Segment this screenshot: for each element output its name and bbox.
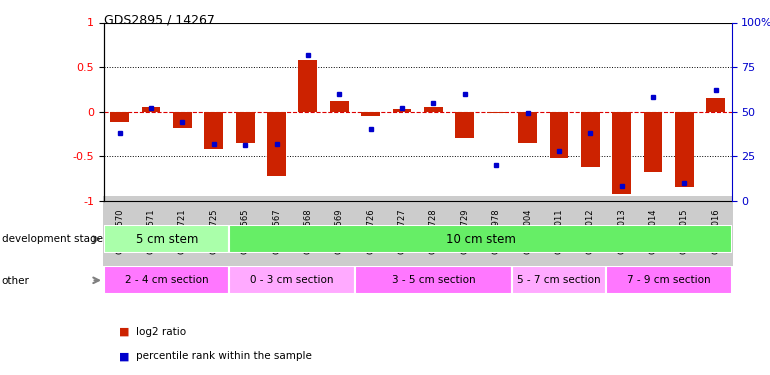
- Text: 7 - 9 cm section: 7 - 9 cm section: [627, 275, 711, 285]
- Bar: [355, 266, 512, 294]
- Bar: [393, 109, 411, 112]
- Bar: [142, 107, 160, 112]
- Bar: [455, 112, 474, 138]
- Bar: [581, 112, 600, 167]
- Bar: [612, 112, 631, 194]
- Bar: [229, 266, 355, 294]
- Bar: [550, 112, 568, 158]
- Bar: [173, 112, 192, 128]
- Text: ■: ■: [119, 327, 130, 337]
- Bar: [512, 266, 606, 294]
- Bar: [424, 107, 443, 112]
- Bar: [606, 266, 732, 294]
- Text: 0 - 3 cm section: 0 - 3 cm section: [250, 275, 334, 285]
- Bar: [675, 112, 694, 187]
- Bar: [236, 112, 255, 143]
- Bar: [299, 60, 317, 112]
- Bar: [110, 112, 129, 122]
- Text: log2 ratio: log2 ratio: [136, 327, 186, 337]
- Bar: [644, 112, 662, 172]
- Bar: [706, 98, 725, 112]
- Text: 2 - 4 cm section: 2 - 4 cm section: [125, 275, 209, 285]
- Text: other: other: [2, 276, 29, 285]
- Bar: [361, 112, 380, 116]
- Text: 5 - 7 cm section: 5 - 7 cm section: [517, 275, 601, 285]
- Text: ■: ■: [119, 351, 130, 361]
- Bar: [104, 225, 229, 253]
- Text: percentile rank within the sample: percentile rank within the sample: [136, 351, 312, 361]
- Bar: [229, 225, 731, 253]
- Bar: [267, 112, 286, 176]
- Bar: [204, 112, 223, 149]
- Text: GDS2895 / 14267: GDS2895 / 14267: [104, 13, 215, 26]
- Text: 3 - 5 cm section: 3 - 5 cm section: [392, 275, 475, 285]
- Text: 10 cm stem: 10 cm stem: [446, 232, 515, 246]
- Bar: [518, 112, 537, 143]
- Bar: [104, 266, 229, 294]
- Text: development stage: development stage: [2, 234, 102, 244]
- Bar: [487, 112, 506, 113]
- Bar: [330, 101, 349, 112]
- Text: 5 cm stem: 5 cm stem: [136, 232, 198, 246]
